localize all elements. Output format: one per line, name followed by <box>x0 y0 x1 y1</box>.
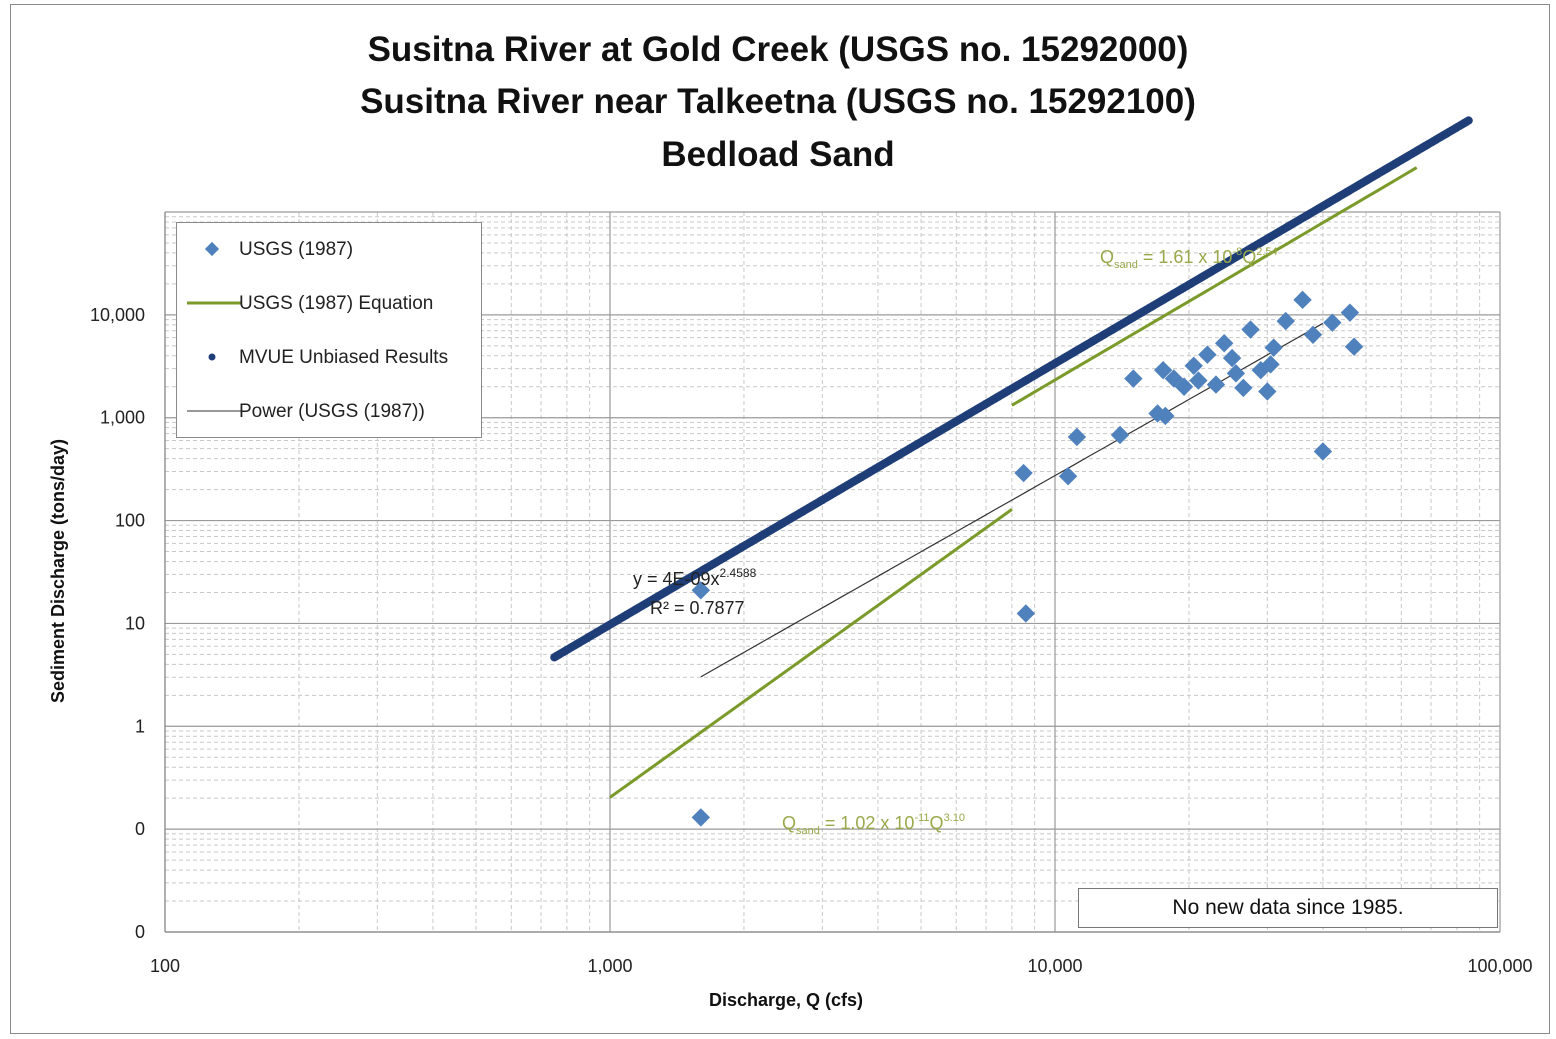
x-tick-label: 10,000 <box>1027 956 1082 976</box>
chart-title-line-1: Susitna River at Gold Creek (USGS no. 15… <box>367 30 1189 69</box>
usgs-diamond-point <box>1110 425 1130 445</box>
grid <box>164 211 1501 933</box>
equation-upper: Qsand = 1.61 x 10-8Q2.54 <box>1100 246 1278 271</box>
usgs-diamond-point <box>1313 442 1333 461</box>
power-r-squared: R² = 0.7877 <box>650 598 745 618</box>
usgs-equation-line <box>609 508 1013 799</box>
usgs-diamond-point <box>1323 313 1342 332</box>
usgs-diamond-point <box>1198 345 1217 364</box>
legend-label: USGS (1987) Equation <box>239 293 434 314</box>
y-tick-label: 10,000 <box>90 305 145 325</box>
usgs-diamond-point <box>1206 375 1226 394</box>
y-tick-label: 1 <box>135 716 145 736</box>
y-tick-label: 0 <box>135 922 145 942</box>
usgs-diamond-point <box>1340 303 1360 322</box>
x-tick-label: 1,000 <box>587 956 632 976</box>
legend-item-usgs-1987: USGS (1987) <box>177 235 477 265</box>
dot-marker-icon <box>208 353 216 361</box>
legend-item-mvue: MVUE Unbiased Results <box>177 343 477 373</box>
usgs-diamond-point <box>1184 356 1203 375</box>
x-tick-label: 100,000 <box>1467 956 1532 976</box>
usgs-diamond-point <box>1189 371 1208 390</box>
usgs-diamond-point <box>1058 467 1078 486</box>
power-equation: y = 4E-09x2.4588 <box>633 566 757 589</box>
usgs-equation-line <box>1011 166 1418 407</box>
usgs-diamond-point <box>1258 382 1277 401</box>
thin-line-icon <box>187 410 241 412</box>
legend-label: USGS (1987) <box>239 239 354 260</box>
usgs-diamond-point <box>691 581 711 600</box>
green-line-icon <box>187 301 241 305</box>
legend-label: MVUE Unbiased Results <box>239 347 449 368</box>
usgs-diamond-point <box>1016 604 1036 623</box>
usgs-diamond-point <box>1276 311 1295 331</box>
usgs-diamond-point <box>1067 427 1087 447</box>
usgs-diamond-point <box>1153 360 1173 380</box>
mvue-point <box>1464 116 1473 125</box>
usgs-diamond-point <box>1014 463 1033 483</box>
y-tick-label: 0 <box>135 819 145 839</box>
usgs-diamond-point <box>1215 334 1234 353</box>
usgs-diamond-point <box>1293 290 1312 310</box>
chart-frame <box>10 4 1550 1034</box>
y-tick-label: 100 <box>115 511 145 531</box>
equation-lower: Qsand = 1.02 x 10-11Q3.10 <box>782 812 965 837</box>
legend-item-power: Power (USGS (1987)) <box>177 397 477 427</box>
axes: 100 1,000 10,000 100,000 0 0 1 10 100 1,000 10,000 <box>90 212 1533 976</box>
usgs-diamond-point <box>1174 377 1194 396</box>
legend-label: Power (USGS (1987)) <box>239 401 425 422</box>
chart-title-line-2: Susitna River near Talkeetna (USGS no. 1… <box>360 82 1196 121</box>
legend: USGS (1987) USGS (1987) Equation MVUE Un… <box>176 222 482 438</box>
y-axis-title: Sediment Discharge (tons/day) <box>48 439 68 703</box>
diamond-marker-icon <box>204 241 220 257</box>
usgs-diamond-point <box>1234 378 1253 398</box>
y-tick-label: 1,000 <box>100 408 145 428</box>
note-box: No new data since 1985. <box>1078 888 1498 928</box>
usgs-diamond-point <box>1156 406 1175 426</box>
usgs-diamond-point <box>691 808 711 827</box>
legend-item-usgs-equation: USGS (1987) Equation <box>177 289 477 319</box>
chart-title-line-3: Bedload Sand <box>661 135 895 174</box>
marks <box>550 116 1473 827</box>
usgs-diamond-point <box>1226 364 1246 383</box>
usgs-diamond-point <box>1261 355 1280 374</box>
x-axis-title: Discharge, Q (cfs) <box>709 990 863 1010</box>
x-tick-label: 100 <box>150 956 180 976</box>
usgs-diamond-point <box>1264 338 1283 357</box>
usgs-diamond-point <box>1303 325 1323 344</box>
usgs-diamond-point <box>1222 348 1242 368</box>
y-tick-label: 10 <box>125 613 145 633</box>
usgs-diamond-point <box>1344 337 1364 356</box>
usgs-diamond-point <box>1241 320 1260 339</box>
usgs-diamond-point <box>1124 369 1143 388</box>
